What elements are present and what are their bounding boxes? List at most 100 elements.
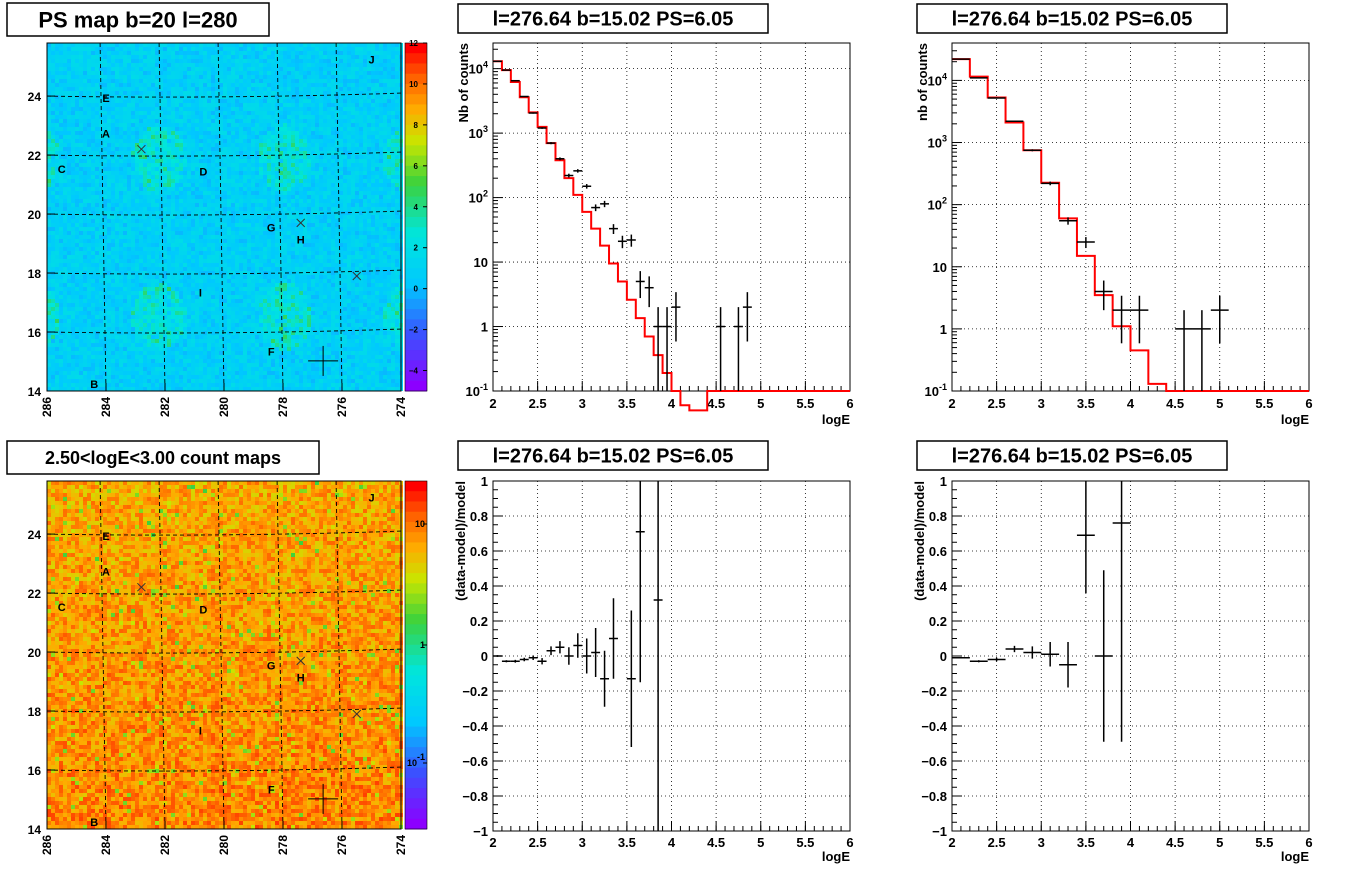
spec2-ytick-label: 10-1	[925, 382, 947, 399]
cmap-colorbar-cell	[405, 542, 427, 553]
cmap-heatmap-cells	[47, 481, 403, 829]
cmap-xtick-label: 278	[276, 835, 290, 855]
cmap-colorbar-cell	[405, 788, 427, 799]
resid2-ytick-label: −1	[932, 824, 947, 839]
psmap-colorbar-cell	[405, 186, 427, 197]
resid2-xtick-label: 4.5	[1166, 835, 1184, 850]
spec1-ytick-label: 104	[469, 60, 488, 77]
cmap-colorbar-label: 1	[420, 640, 425, 650]
psmap-source-label-c: C	[58, 164, 66, 176]
psmap-colorbar-label: 8	[414, 121, 419, 130]
psmap-colorbar-cell	[405, 258, 427, 269]
cmap-xtick-label: 282	[158, 835, 172, 855]
resid2-ytick-label: 0	[940, 649, 947, 664]
cmap-ytick-label: 20	[28, 646, 42, 660]
spec2-xtick-label: 3	[1038, 396, 1045, 411]
spec2-title: l=276.64 b=15.02 PS=6.05	[952, 9, 1193, 31]
cmap-colorbar-cell	[405, 604, 427, 615]
resid2-xtick-label: 4	[1127, 835, 1135, 850]
resid1-xtick-label: 5	[757, 835, 764, 850]
resid2-ytick-label: 0.8	[929, 509, 947, 524]
psmap-xtick-label: 278	[276, 397, 290, 417]
psmap-ytick-label: 18	[28, 267, 42, 281]
cmap-source-label-j: J	[368, 493, 374, 505]
spec2-xtick-label: 2.5	[988, 396, 1006, 411]
resid2-xtick-label: 5	[1216, 835, 1223, 850]
psmap-xtick-label: 286	[40, 397, 54, 417]
psmap-title: PS map b=20 l=280	[38, 7, 237, 32]
cmap-colorbar-cell	[405, 696, 427, 707]
resid1-ytick-label: −0.4	[462, 719, 488, 734]
spec2-ytick-label: 1	[940, 322, 947, 337]
spec1-xtick-label: 4	[668, 396, 676, 411]
resid2-xtick-label: 2.5	[988, 835, 1006, 850]
resid2-title: l=276.64 b=15.02 PS=6.05	[952, 446, 1193, 468]
spec2-model-line	[952, 59, 1309, 391]
cmap-colorbar-cell	[405, 686, 427, 697]
spec2-ytick-label: 104	[928, 71, 947, 88]
cmap-colorbar-cell	[405, 768, 427, 779]
spec1-xtick-label: 3.5	[618, 396, 636, 411]
spec1-xtick-label: 4.5	[707, 396, 725, 411]
cmap-source-label-d: D	[199, 605, 207, 617]
psmap-heatmap-cells	[47, 43, 403, 391]
resid2-ytick-label: 0.2	[929, 614, 947, 629]
cmap-colorbar-cell	[405, 675, 427, 686]
psmap-colorbar-cell	[405, 145, 427, 156]
cmap-ytick-label: 14	[28, 823, 42, 837]
psmap-source-label-h: H	[297, 235, 305, 247]
psmap-colorbar-label: −4	[409, 367, 419, 376]
resid2-ytick-label: 0.6	[929, 544, 947, 559]
cmap-source-label-b: B	[90, 817, 98, 829]
psmap-colorbar-cell	[405, 299, 427, 310]
spec2-xtick-label: 5.5	[1255, 396, 1273, 411]
resid2-xtick-label: 2	[948, 835, 955, 850]
spec2-ytick-label: 102	[928, 196, 947, 213]
spec2-ylabel: nb of counts	[915, 43, 930, 121]
resid2-xlabel: logE	[1281, 849, 1309, 864]
psmap-colorbar-label: 0	[414, 285, 419, 294]
cmap-colorbar-cell	[405, 727, 427, 738]
psmap-colorbar-cell	[405, 176, 427, 187]
resid1-xtick-label: 3.5	[618, 835, 636, 850]
cmap-colorbar-cell	[405, 583, 427, 594]
spec2-xlabel: logE	[1281, 412, 1309, 427]
cmap-colorbar-cell	[405, 553, 427, 564]
psmap-xtick-label: 280	[217, 397, 231, 417]
psmap-colorbar-label: 4	[414, 203, 419, 212]
resid1-ytick-label: 0.8	[470, 509, 488, 524]
cmap-colorbar-cell	[405, 778, 427, 789]
psmap-xtick-label: 274	[394, 397, 408, 417]
cmap-colorbar-cell	[405, 501, 427, 512]
spec2-xtick-label: 4	[1127, 396, 1135, 411]
cmap-xtick-label: 280	[217, 835, 231, 855]
resid1-title: l=276.64 b=15.02 PS=6.05	[493, 446, 734, 468]
psmap-colorbar-cell	[405, 340, 427, 351]
cmap-colorbar-cell	[405, 573, 427, 584]
cmap-xtick-label: 276	[335, 835, 349, 855]
spec2-xtick-label: 4.5	[1166, 396, 1184, 411]
cmap-source-label-c: C	[58, 602, 66, 614]
psmap-colorbar-label: −2	[409, 326, 419, 335]
cmap-colorbar-cell	[405, 563, 427, 574]
cmap-source-label-a: A	[102, 566, 110, 578]
resid2-ytick-label: −0.6	[921, 754, 947, 769]
psmap-colorbar-cell	[405, 227, 427, 238]
psmap-colorbar-cell	[405, 104, 427, 115]
resid1-ytick-label: 0.2	[470, 614, 488, 629]
spec1-ytick-label: 10	[474, 255, 488, 270]
psmap-colorbar-label: 6	[414, 162, 419, 171]
psmap-colorbar-cell	[405, 381, 427, 392]
resid2-xtick-label: 5.5	[1255, 835, 1273, 850]
resid1-xtick-label: 4	[668, 835, 676, 850]
psmap-source-label-f: F	[268, 347, 275, 359]
resid2-ytick-label: 1	[940, 474, 947, 489]
resid1-xtick-label: 2.5	[529, 835, 547, 850]
spec2-xtick-label: 5	[1216, 396, 1223, 411]
psmap-source-label-d: D	[199, 167, 207, 179]
resid2-xtick-label: 6	[1305, 835, 1312, 850]
resid2-xtick-label: 3	[1038, 835, 1045, 850]
